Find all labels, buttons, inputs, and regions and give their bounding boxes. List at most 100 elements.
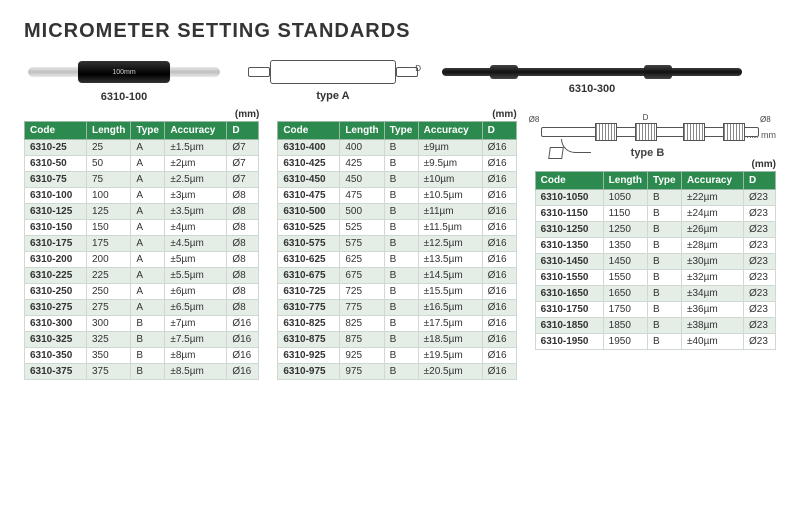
table-row: 6310-17501750B±36µmØ23 xyxy=(535,302,775,318)
cell-length: 425 xyxy=(340,156,384,172)
spec-table-1: CodeLengthTypeAccuracyD6310-2525A±1.5µmØ… xyxy=(24,121,259,380)
cell-d: Ø16 xyxy=(482,364,516,380)
cell-d: Ø16 xyxy=(227,316,259,332)
barrel-label: 100mm xyxy=(78,61,170,83)
caption-typeB: type B xyxy=(631,147,665,159)
table-row: 6310-525525B±11.5µmØ16 xyxy=(278,220,516,236)
mm-label-1: (mm) xyxy=(24,109,259,120)
cell-acc: ±10µm xyxy=(418,172,482,188)
cell-acc: ±32µm xyxy=(681,270,743,286)
cell-d: Ø16 xyxy=(482,220,516,236)
cell-type: B xyxy=(384,204,418,220)
cell-acc: ±16.5µm xyxy=(418,300,482,316)
cell-length: 325 xyxy=(87,332,131,348)
cell-acc: ±17.5µm xyxy=(418,316,482,332)
col-header: Accuracy xyxy=(418,122,482,140)
cell-length: 300 xyxy=(87,316,131,332)
table-row: 6310-400400B±9µmØ16 xyxy=(278,140,516,156)
cell-type: B xyxy=(647,270,681,286)
cell-acc: ±7µm xyxy=(165,316,227,332)
cell-type: B xyxy=(384,364,418,380)
cell-type: B xyxy=(384,252,418,268)
cell-acc: ±8.5µm xyxy=(165,364,227,380)
cell-acc: ±2.5µm xyxy=(165,172,227,188)
cell-code: 6310-500 xyxy=(278,204,340,220)
cell-length: 225 xyxy=(87,268,131,284)
cell-d: Ø23 xyxy=(743,206,775,222)
table-row: 6310-2525A±1.5µmØ7 xyxy=(25,140,259,156)
caption-6310-300: 6310-300 xyxy=(569,83,616,95)
cell-d: Ø16 xyxy=(227,348,259,364)
col-header: Length xyxy=(340,122,384,140)
table-row: 6310-350350B±8µmØ16 xyxy=(25,348,259,364)
cell-length: 875 xyxy=(340,332,384,348)
cell-acc: ±5µm xyxy=(165,252,227,268)
page-title: MICROMETER SETTING STANDARDS xyxy=(24,20,776,43)
cell-acc: ±7.5µm xyxy=(165,332,227,348)
cell-code: 6310-50 xyxy=(25,156,87,172)
col-header: Type xyxy=(647,172,681,190)
cell-d: Ø16 xyxy=(227,332,259,348)
table-row: 6310-675675B±14.5µmØ16 xyxy=(278,268,516,284)
col-header: Accuracy xyxy=(681,172,743,190)
cell-acc: ±36µm xyxy=(681,302,743,318)
cell-acc: ±9.5µm xyxy=(418,156,482,172)
cell-code: 6310-225 xyxy=(25,268,87,284)
cell-length: 525 xyxy=(340,220,384,236)
cell-length: 450 xyxy=(340,172,384,188)
cell-code: 6310-675 xyxy=(278,268,340,284)
cell-type: B xyxy=(384,172,418,188)
cell-type: B xyxy=(131,348,165,364)
cell-code: 6310-425 xyxy=(278,156,340,172)
cell-acc: ±1.5µm xyxy=(165,140,227,156)
cell-d: Ø8 xyxy=(227,252,259,268)
cell-d: Ø23 xyxy=(743,254,775,270)
product-6310-100-drawing: 100mm xyxy=(24,57,224,87)
cell-code: 6310-450 xyxy=(278,172,340,188)
cell-acc: ±40µm xyxy=(681,334,743,350)
table-row: 6310-725725B±15.5µmØ16 xyxy=(278,284,516,300)
cell-type: B xyxy=(131,364,165,380)
cell-code: 6310-25 xyxy=(25,140,87,156)
table-row: 6310-125125A±3.5µmØ8 xyxy=(25,204,259,220)
col-header: D xyxy=(227,122,259,140)
cell-acc: ±4.5µm xyxy=(165,236,227,252)
cell-type: A xyxy=(131,252,165,268)
cell-type: B xyxy=(647,334,681,350)
cell-code: 6310-575 xyxy=(278,236,340,252)
cell-type: B xyxy=(384,220,418,236)
cell-code: 6310-975 xyxy=(278,364,340,380)
mm-label-2: (mm) xyxy=(277,109,516,120)
cell-length: 575 xyxy=(340,236,384,252)
table-row: 6310-975975B±20.5µmØ16 xyxy=(278,364,516,380)
cell-d: Ø23 xyxy=(743,318,775,334)
cell-length: 1850 xyxy=(603,318,647,334)
cell-code: 6310-250 xyxy=(25,284,87,300)
cell-d: Ø16 xyxy=(482,156,516,172)
cell-length: 25 xyxy=(87,140,131,156)
cell-d: Ø23 xyxy=(743,190,775,206)
cell-code: 6310-775 xyxy=(278,300,340,316)
cell-acc: ±20.5µm xyxy=(418,364,482,380)
cell-length: 350 xyxy=(87,348,131,364)
col-header: Type xyxy=(131,122,165,140)
cell-d: Ø7 xyxy=(227,140,259,156)
cell-code: 6310-1250 xyxy=(535,222,603,238)
spec-table-2: CodeLengthTypeAccuracyD6310-400400B±9µmØ… xyxy=(277,121,516,380)
cell-code: 6310-200 xyxy=(25,252,87,268)
cell-d: Ø8 xyxy=(227,268,259,284)
cell-acc: ±4µm xyxy=(165,220,227,236)
cell-length: 75 xyxy=(87,172,131,188)
cell-type: B xyxy=(384,300,418,316)
cell-code: 6310-275 xyxy=(25,300,87,316)
cell-d: Ø16 xyxy=(482,300,516,316)
table-row: 6310-325325B±7.5µmØ16 xyxy=(25,332,259,348)
cell-acc: ±5.5µm xyxy=(165,268,227,284)
cell-type: A xyxy=(131,284,165,300)
cell-length: 500 xyxy=(340,204,384,220)
col-header: Length xyxy=(603,172,647,190)
table3-block: Ø8 Ø8 D type B (mm) CodeLengthTypeAccura… xyxy=(535,109,776,380)
cell-length: 1250 xyxy=(603,222,647,238)
cell-acc: ±11.5µm xyxy=(418,220,482,236)
mm-label-3: (mm) xyxy=(535,159,776,170)
